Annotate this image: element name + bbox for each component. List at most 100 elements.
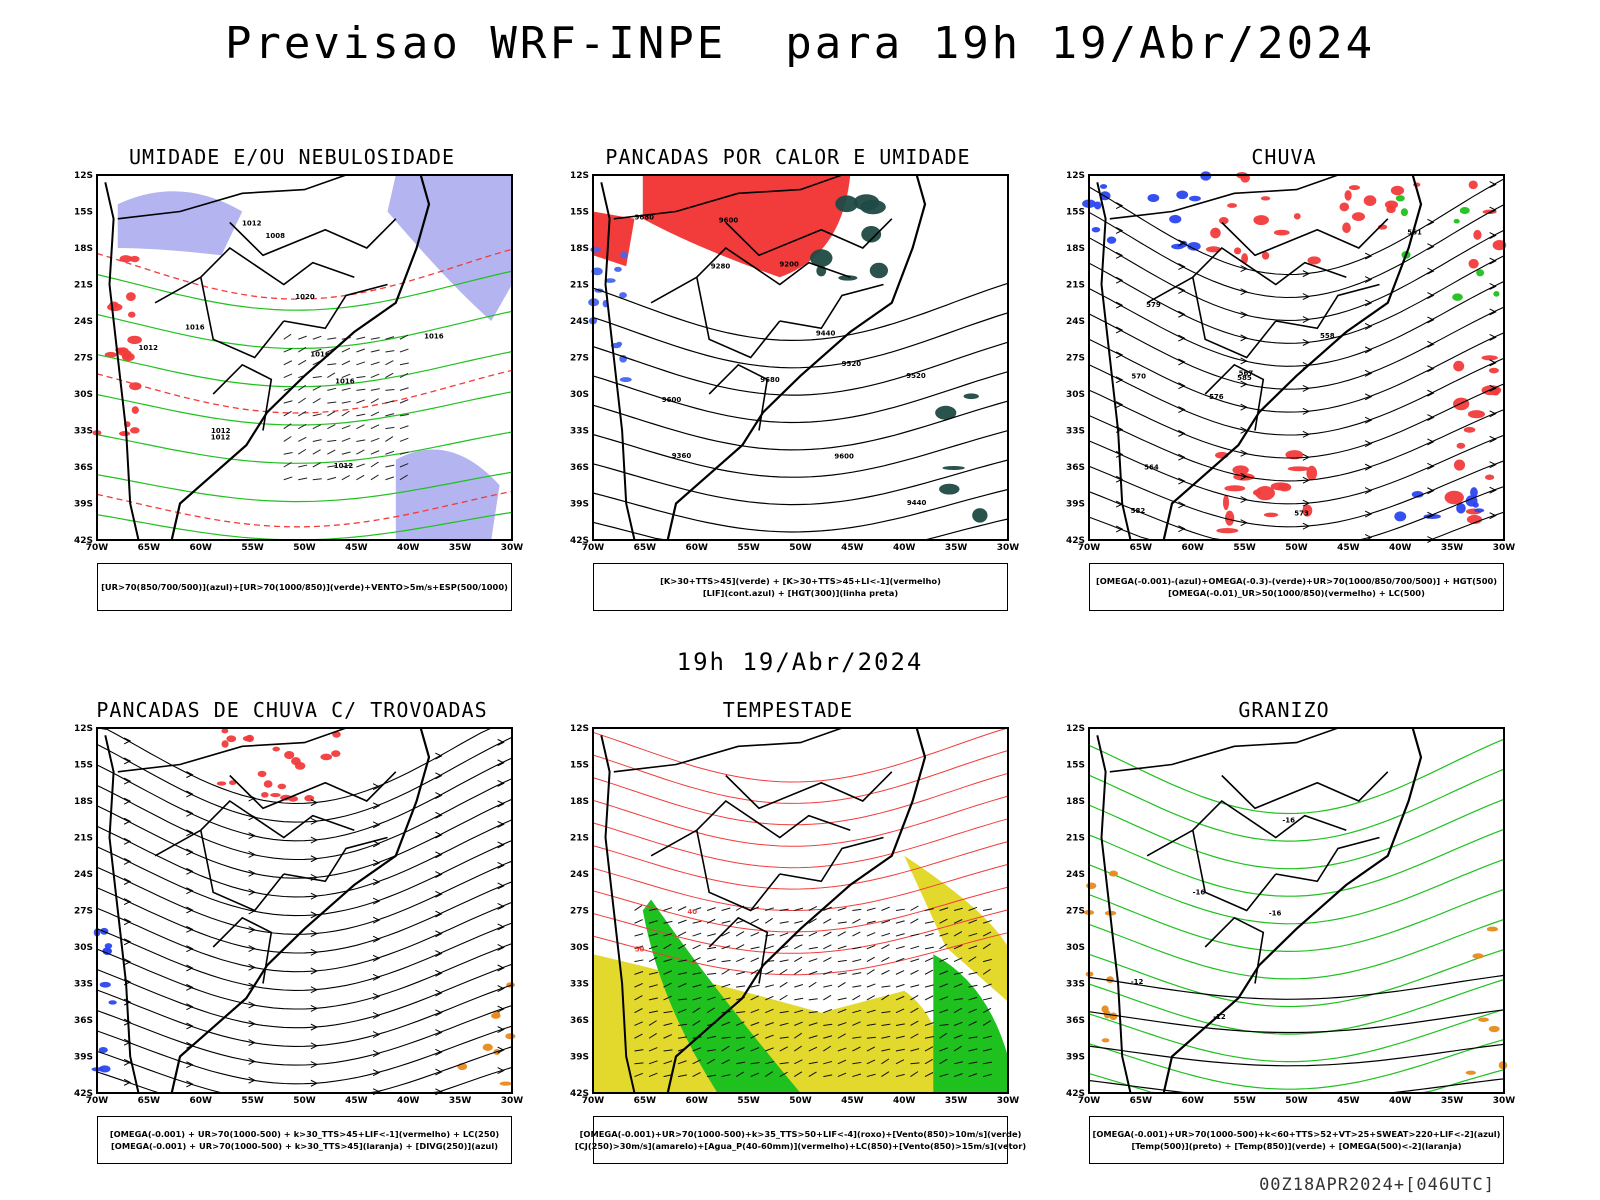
contour-label: -16 [1282,817,1295,825]
streamline-arrowhead [497,1046,505,1054]
streamline-arrowhead [435,752,443,760]
omega-orange [1477,1017,1489,1022]
wind-vector [370,361,380,366]
wind-vector [356,449,365,455]
lon-tick-label: 40W [1389,1096,1412,1106]
lat-tick-label: 30S [570,943,589,953]
lon-tick-label: 65W [138,1096,161,1106]
wind-vector [648,933,658,937]
precip-red [1222,494,1230,511]
streamline-arrowhead [310,986,318,994]
streamline-arrowhead [1240,265,1248,273]
wind-vector [881,906,890,911]
wind-vector [385,450,395,455]
thunderstorm-red [221,740,229,748]
precip-red [1233,247,1242,255]
country-border [650,828,781,912]
wind-vector [968,1061,978,1065]
wind-vector [823,1023,833,1026]
lat-tick-label: 36S [570,463,589,473]
wind-vector [634,1049,644,1052]
wind-vector [341,410,350,417]
lat-tick-label: 42S [570,536,589,546]
wind-vector [837,1022,847,1026]
wind-vector [677,959,688,963]
convective-area-teal [963,393,979,400]
map-granizo: -12 -12 -16 -16 -16 12S 15S 18S 21S 24S 27S 30S 33S 3… [1066,724,1515,1106]
streamline-arrowhead [372,840,381,848]
streamline-arrowhead [123,918,132,926]
streamline-arrowhead [1427,316,1435,324]
wind-vector [677,919,687,924]
lat-tick-label: 33S [1066,980,1085,990]
divergence-blue [98,1065,111,1073]
thunderstorm-red [294,762,306,770]
streamline-arrowhead [435,989,443,997]
omega-orange [1465,1070,1476,1075]
lat-tick-label: 18S [74,797,93,807]
geopotential-contour [1088,229,1505,321]
streamline-arrowhead [1427,218,1435,226]
wind-vector [663,907,673,911]
country-border [779,836,884,883]
wind-vector [283,462,292,468]
wind-vector [399,372,409,379]
streamline-arrowhead [123,958,132,966]
streamline-arrowhead [1240,380,1248,388]
streamline-arrowhead [372,878,381,886]
wind-vector [895,908,905,911]
streamline-arrowhead [1427,487,1435,495]
streamline-arrowhead [1115,475,1124,483]
streamline-arrowhead [248,869,256,877]
streamline-arrowhead [435,792,443,800]
wind-vector [721,931,730,937]
streamline-arrowhead [123,898,132,906]
wind-vector [910,945,920,950]
wind-vector [370,437,380,442]
wind-vector [370,424,380,430]
streamline-arrowhead [372,992,381,1000]
lat-tick-label: 18S [1066,797,1085,807]
streamline-arrowhead [1302,476,1310,484]
wind-vector [983,908,993,911]
streamline-arrowhead [1240,473,1248,480]
wind-vector [968,1048,978,1052]
wind-vector [924,1072,934,1078]
streamline-arrowhead [1240,334,1248,342]
streamline-arrowhead [435,910,443,918]
wind-vector [735,1071,745,1078]
streamline-arrowhead [1178,453,1186,461]
height-contour [592,312,1009,369]
wind-vector [852,1061,862,1065]
wind-vector [663,1022,673,1026]
wind-vector [881,1011,891,1014]
streamline-arrowhead [497,738,505,746]
streamline-arrowhead [1489,232,1497,239]
contour-label: 9520 [842,360,862,368]
wind-vector [982,968,991,975]
contour-label: 1012 [211,427,231,435]
contour-label: 50 [635,945,645,953]
wind-vector [823,1035,833,1039]
streamline-arrowhead [372,935,381,943]
wind-vector [736,971,745,975]
coastline-west [1096,182,1132,541]
precip-blue [1099,184,1108,189]
country-border [1192,799,1347,839]
convective-area-teal [935,405,957,420]
wind-vector [399,451,409,455]
wind-vector [895,1048,905,1052]
wind-vector [779,1046,788,1052]
panel-title: GRANIZO [1238,698,1330,722]
lat-tick-label: 21S [1066,281,1085,291]
wind-vector [721,983,731,988]
contour-label: -16 [1193,888,1206,896]
wind-vector [968,1021,977,1026]
wind-vector [866,956,875,963]
wind-vector [356,474,365,481]
lat-tick-label: 36S [570,1016,589,1026]
wind-vector [341,425,351,430]
streamline-arrowhead [1240,496,1248,504]
precip-red [1206,246,1222,253]
contour-label: 1016 [310,351,330,359]
